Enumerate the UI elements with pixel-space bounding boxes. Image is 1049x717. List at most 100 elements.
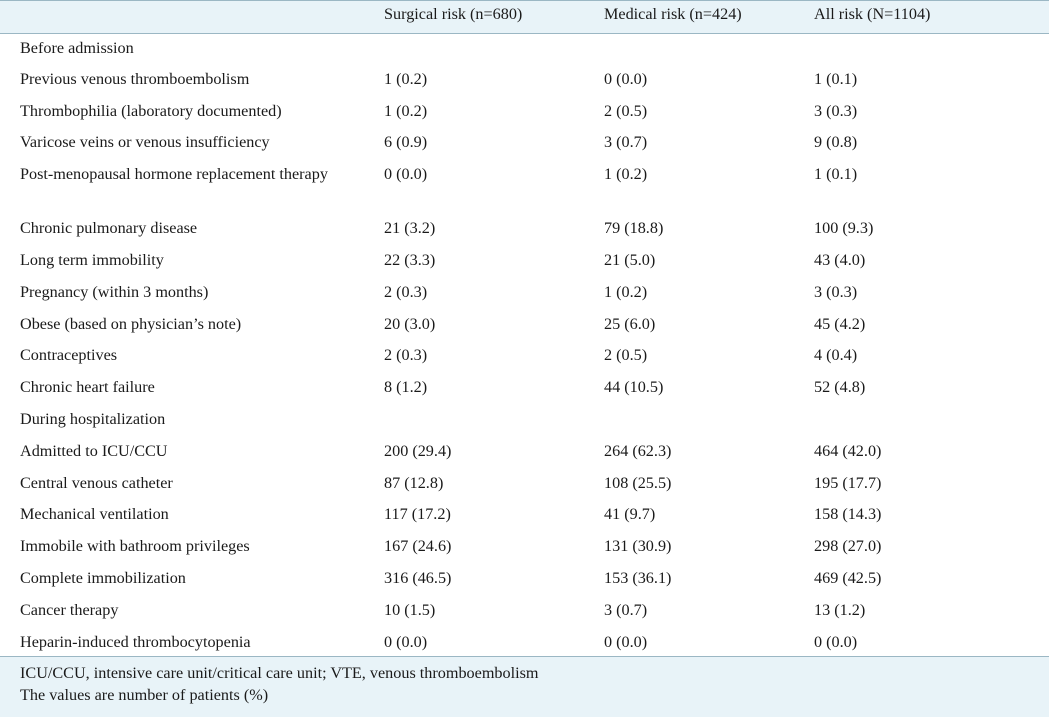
table-cell: 167 (24.6) [374,532,594,564]
table-cell: 10 (1.5) [374,595,594,628]
row-label: Mechanical ventilation [0,500,374,533]
table-cell: 2 (0.3) [374,277,594,310]
table-cell: 52 (4.8) [804,373,1049,405]
table-cell: 195 (17.7) [804,468,1049,501]
table-row: Long term immobility 22 (3.3) 21 (5.0) 4… [0,245,1049,278]
table-cell: 4 (0.4) [804,341,1049,374]
table-row: During hospitalization [0,404,1049,437]
table-cell: 43 (4.0) [804,245,1049,278]
row-label: Varicose veins or venous insufficiency [0,128,374,161]
row-label: Contraceptives [0,341,374,374]
table-cell [594,33,804,65]
header-row: Surgical risk (n=680) Medical risk (n=42… [0,0,1049,34]
table-row: Immobile with bathroom privileges 167 (2… [0,532,1049,564]
row-label: Long term immobility [0,245,374,278]
table-cell: 25 (6.0) [594,309,804,342]
table-cell: 1 (0.2) [374,64,594,97]
table-cell: 21 (3.2) [374,214,594,246]
table-cell [804,33,1049,65]
footnote-abbreviations: ICU/CCU, intensive care unit/critical ca… [20,664,539,682]
table-cell: 44 (10.5) [594,373,804,405]
table-cell: 1 (0.2) [374,96,594,129]
table-cell [594,404,804,437]
row-label: Complete immobilization [0,563,374,596]
table-cell: 200 (29.4) [374,436,594,469]
risk-factors-table: Surgical risk (n=680) Medical risk (n=42… [0,0,1049,660]
table-row: Chronic heart failure 8 (1.2) 44 (10.5) … [0,373,1049,405]
table-cell: 2 (0.5) [594,96,804,129]
row-label: Central venous catheter [0,468,374,501]
table-cell: 464 (42.0) [804,436,1049,469]
table-cell: 87 (12.8) [374,468,594,501]
table-cell: 3 (0.3) [804,277,1049,310]
table-cell [804,404,1049,437]
table-cell: 316 (46.5) [374,563,594,596]
row-label: Pregnancy (within 3 months) [0,277,374,310]
table-row: Varicose veins or venous insufficiency 6… [0,128,1049,161]
table-cell: 0 (0.0) [594,627,804,660]
row-label: Chronic pulmonary disease [0,214,374,246]
row-label: Immobile with bathroom privileges [0,532,374,564]
table-cell: 0 (0.0) [804,627,1049,660]
table-cell: 1 (0.1) [804,160,1049,215]
table-cell: 100 (9.3) [804,214,1049,246]
table-cell: 469 (42.5) [804,563,1049,596]
row-label: Post-menopausal hormone replacement ther… [0,160,374,215]
table-cell: 20 (3.0) [374,309,594,342]
row-label: Previous venous thromboembolism [0,64,374,97]
table-cell: 298 (27.0) [804,532,1049,564]
table-cell: 0 (0.0) [374,160,594,215]
footnote-values: The values are number of patients (%) [20,686,269,704]
table-cell [374,404,594,437]
table-cell: 117 (17.2) [374,500,594,533]
table-cell: 8 (1.2) [374,373,594,405]
table-cell: 158 (14.3) [804,500,1049,533]
row-label: Admitted to ICU/CCU [0,436,374,469]
table-cell: 1 (0.2) [594,160,804,215]
row-label: Obese (based on physician’s note) [0,309,374,342]
header-all-risk: All risk (N=1104) [804,0,1049,34]
table-row: Cancer therapy 10 (1.5) 3 (0.7) 13 (1.2) [0,595,1049,628]
table-cell: 9 (0.8) [804,128,1049,161]
table-cell: 264 (62.3) [594,436,804,469]
header-medical-risk: Medical risk (n=424) [594,0,804,34]
table-cell: 3 (0.3) [804,96,1049,129]
table-row: Previous venous thromboembolism 1 (0.2) … [0,64,1049,97]
table-cell: 108 (25.5) [594,468,804,501]
table-row: Admitted to ICU/CCU 200 (29.4) 264 (62.3… [0,436,1049,469]
table-cell: 2 (0.3) [374,341,594,374]
table-row: Thrombophilia (laboratory documented) 1 … [0,96,1049,129]
table-cell: 41 (9.7) [594,500,804,533]
table-cell: 2 (0.5) [594,341,804,374]
table-cell: 0 (0.0) [374,627,594,660]
table-row: Before admission [0,33,1049,65]
header-cell-0 [0,0,374,34]
section-label: During hospitalization [0,404,374,437]
table-row: Central venous catheter 87 (12.8) 108 (2… [0,468,1049,501]
table-cell: 1 (0.2) [594,277,804,310]
table-cell: 0 (0.0) [594,64,804,97]
table-cell: 79 (18.8) [594,214,804,246]
table-row: Heparin-induced thrombocytopenia 0 (0.0)… [0,627,1049,660]
table-footnotes: ICU/CCU, intensive care unit/critical ca… [0,656,1049,717]
table-cell: 1 (0.1) [804,64,1049,97]
table-cell: 153 (36.1) [594,563,804,596]
table-row: Pregnancy (within 3 months) 2 (0.3) 1 (0… [0,277,1049,310]
table-cell: 6 (0.9) [374,128,594,161]
table-cell: 22 (3.3) [374,245,594,278]
table-row: Chronic pulmonary disease 21 (3.2) 79 (1… [0,214,1049,246]
table-cell: 45 (4.2) [804,309,1049,342]
table-cell: 3 (0.7) [594,595,804,628]
section-label: Before admission [0,33,374,65]
table-row: Post-menopausal hormone replacement ther… [0,160,1049,215]
header-surgical-risk: Surgical risk (n=680) [374,0,594,34]
table-row: Mechanical ventilation 117 (17.2) 41 (9.… [0,500,1049,533]
table-cell: 21 (5.0) [594,245,804,278]
row-label: Heparin-induced thrombocytopenia [0,627,374,660]
table-cell: 131 (30.9) [594,532,804,564]
row-label: Chronic heart failure [0,373,374,405]
row-label: Cancer therapy [0,595,374,628]
top-rule [0,0,1049,1]
table-row: Obese (based on physician’s note) 20 (3.… [0,309,1049,342]
